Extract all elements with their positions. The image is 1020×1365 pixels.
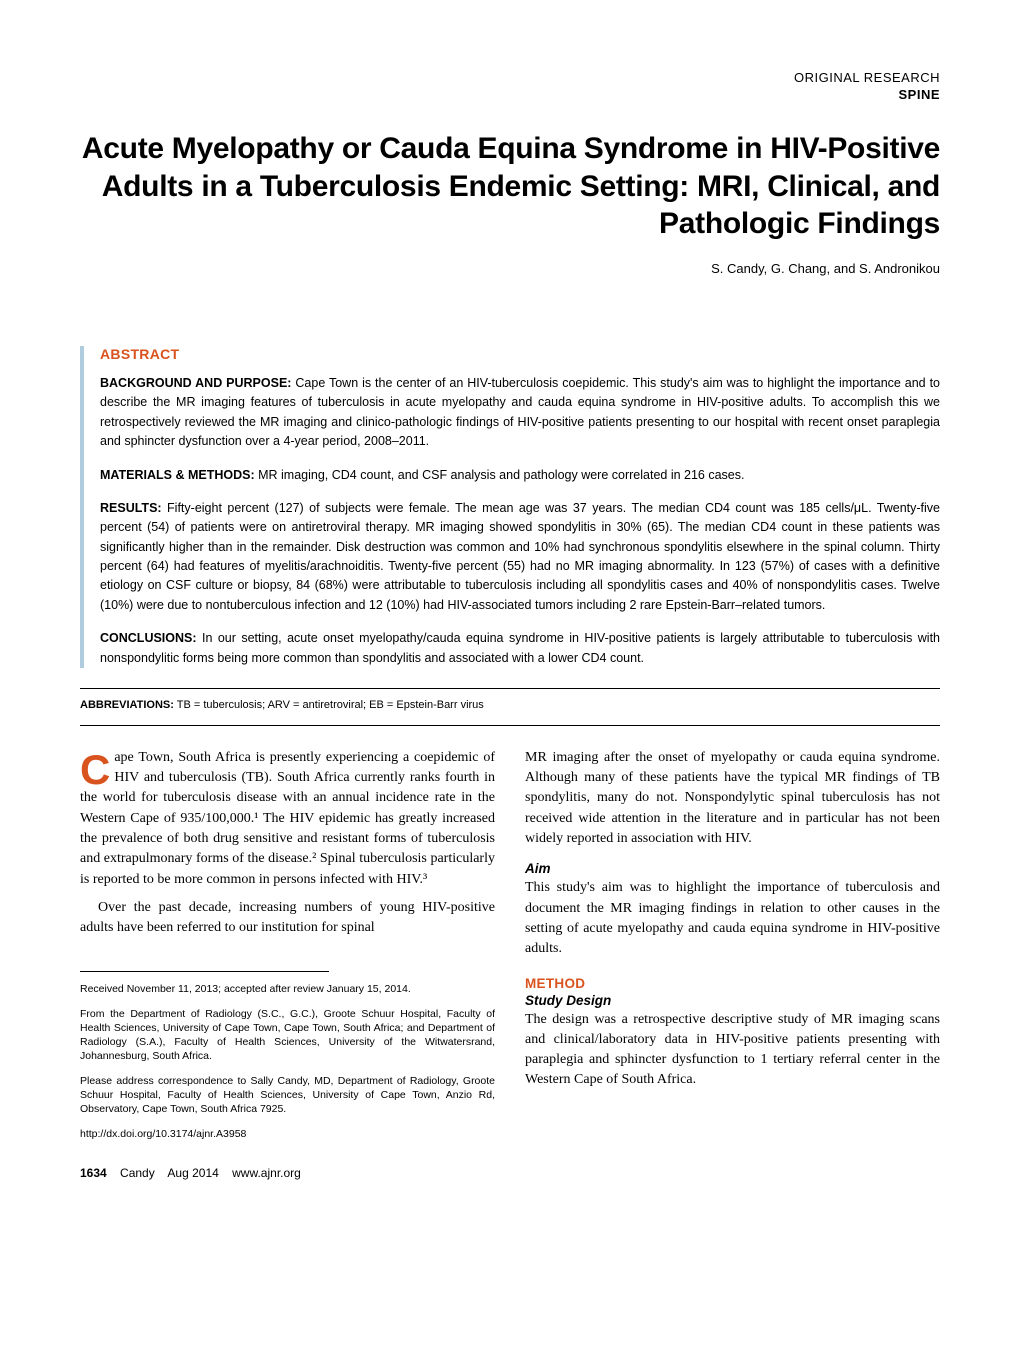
header-section: SPINE xyxy=(80,87,940,102)
header-category: ORIGINAL RESEARCH xyxy=(80,70,940,85)
abstract-results-text: Fifty-eight percent (127) of subjects we… xyxy=(100,501,940,612)
footer-url: www.ajnr.org xyxy=(232,1166,301,1180)
left-column: Cape Town, South Africa is presently exp… xyxy=(80,748,495,1148)
footnote-received: Received November 11, 2013; accepted aft… xyxy=(80,982,495,996)
abstract-background: BACKGROUND AND PURPOSE: Cape Town is the… xyxy=(100,374,940,452)
footnote-doi: http://dx.doi.org/10.3174/ajnr.A3958 xyxy=(80,1127,495,1141)
intro-paragraph-3: MR imaging after the onset of myelopathy… xyxy=(525,748,940,849)
footnote-affiliation: From the Department of Radiology (S.C., … xyxy=(80,1007,495,1064)
abbreviations-line: ABBREVIATIONS: TB = tuberculosis; ARV = … xyxy=(80,699,940,711)
abbreviations-text: TB = tuberculosis; ARV = antiretroviral;… xyxy=(177,699,484,711)
abstract-results-label: RESULTS: xyxy=(100,501,162,515)
divider-top xyxy=(80,688,940,689)
study-design-text: The design was a retrospective descripti… xyxy=(525,1010,940,1091)
intro-paragraph-1: Cape Town, South Africa is presently exp… xyxy=(80,748,495,890)
abstract-methods-text: MR imaging, CD4 count, and CSF analysis … xyxy=(258,468,744,482)
abstract-methods: MATERIALS & METHODS: MR imaging, CD4 cou… xyxy=(100,466,940,485)
intro-p1-text: ape Town, South Africa is presently expe… xyxy=(80,750,495,887)
footer-author: Candy xyxy=(120,1166,155,1180)
abstract-conclusions: CONCLUSIONS: In our setting, acute onset… xyxy=(100,629,940,668)
study-design-heading: Study Design xyxy=(525,993,940,1008)
abstract-methods-label: MATERIALS & METHODS: xyxy=(100,468,255,482)
abstract-conclusions-label: CONCLUSIONS: xyxy=(100,631,197,645)
page-number: 1634 xyxy=(80,1166,107,1180)
footnote-correspondence: Please address correspondence to Sally C… xyxy=(80,1074,495,1117)
divider-bottom xyxy=(80,725,940,726)
authors-line: S. Candy, G. Chang, and S. Andronikou xyxy=(80,261,940,276)
page-container: ORIGINAL RESEARCH SPINE Acute Myelopathy… xyxy=(0,0,1020,1220)
intro-paragraph-2: Over the past decade, increasing numbers… xyxy=(80,898,495,939)
aim-heading: Aim xyxy=(525,861,940,876)
page-footer: 1634 Candy Aug 2014 www.ajnr.org xyxy=(80,1166,940,1180)
body-columns: Cape Town, South Africa is presently exp… xyxy=(80,748,940,1148)
footnote-rule xyxy=(80,971,329,972)
right-column: MR imaging after the onset of myelopathy… xyxy=(525,748,940,1148)
abstract-background-label: BACKGROUND AND PURPOSE: xyxy=(100,376,291,390)
dropcap-letter: C xyxy=(80,748,114,788)
abbreviations-label: ABBREVIATIONS: xyxy=(80,699,174,711)
abstract-block: ABSTRACT BACKGROUND AND PURPOSE: Cape To… xyxy=(80,346,940,668)
article-title: Acute Myelopathy or Cauda Equina Syndrom… xyxy=(80,130,940,243)
method-heading: METHOD xyxy=(525,976,940,991)
abstract-results: RESULTS: Fifty-eight percent (127) of su… xyxy=(100,499,940,615)
abstract-heading: ABSTRACT xyxy=(100,346,940,362)
aim-text: This study's aim was to highlight the im… xyxy=(525,878,940,959)
footer-issue: Aug 2014 xyxy=(167,1166,218,1180)
abstract-conclusions-text: In our setting, acute onset myelopathy/c… xyxy=(100,631,940,664)
